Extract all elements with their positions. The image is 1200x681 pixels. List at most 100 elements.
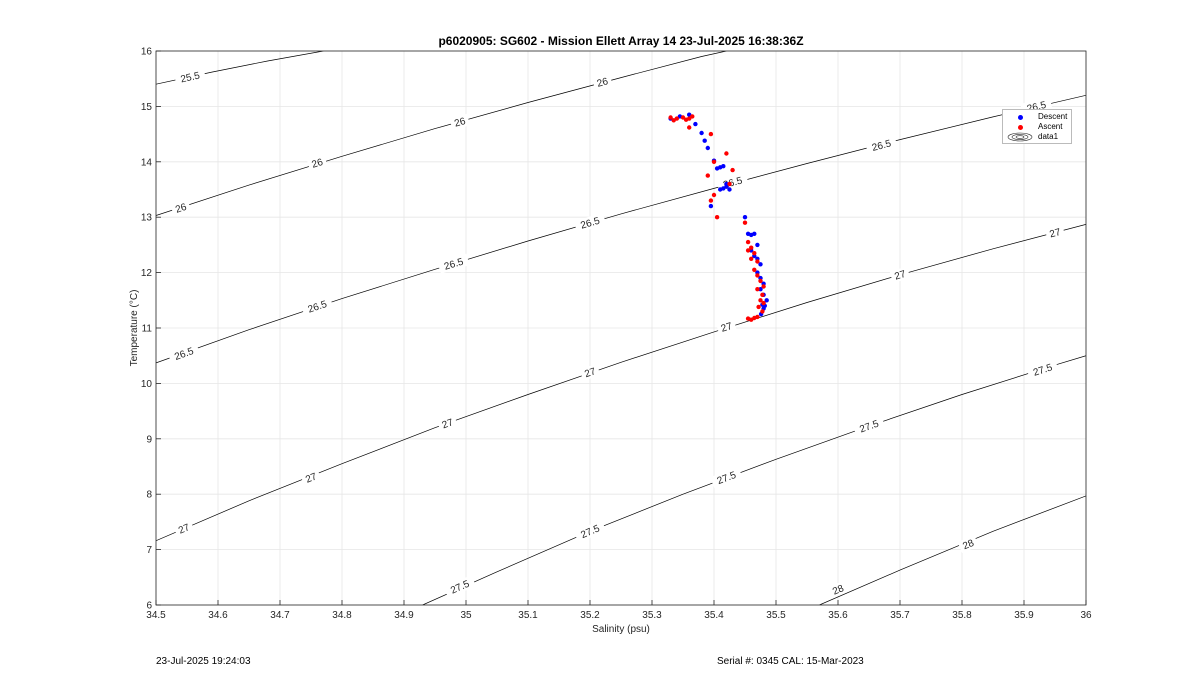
- x-tick-label: 34.7: [270, 610, 290, 621]
- x-tick-label: 35.4: [704, 610, 724, 621]
- ascent-point: [755, 273, 760, 278]
- ascent-point: [752, 267, 757, 272]
- contour-label-bg: [716, 318, 737, 336]
- descent-point: [705, 145, 710, 151]
- contour-label-bg: [889, 266, 911, 284]
- x-tick-label: 34.9: [394, 610, 414, 621]
- contour-label-group: 26: [449, 113, 471, 131]
- x-tick-label: 35.8: [952, 610, 972, 621]
- x-tick-label: 35.5: [766, 610, 786, 621]
- contour-line-26: [156, 51, 727, 216]
- descent-point: [758, 262, 763, 267]
- y-tick-label: 13: [141, 213, 153, 224]
- contour-label: 27: [304, 471, 319, 486]
- contour-label-bg: [573, 519, 607, 543]
- ascent-point: [760, 309, 765, 314]
- contour-label-group: 27: [436, 414, 458, 432]
- x-tick-label: 35.1: [518, 610, 538, 621]
- contour-label-group: 26: [306, 154, 328, 172]
- contour-line-27.5: [422, 355, 1086, 605]
- descent-point: [721, 164, 726, 169]
- y-axis-ticks: 6 7 8 9 10 11 12 13 14 15 16: [141, 47, 161, 612]
- legend-label-data1: data1: [1038, 132, 1059, 141]
- x-axis-label: Salinity (psu): [592, 624, 650, 635]
- contour-label-bg: [167, 342, 201, 365]
- contour-label-bg: [437, 253, 470, 274]
- x-tick-label: 35: [460, 610, 472, 621]
- contour-label: 26: [596, 76, 610, 90]
- contour-label-bg: [865, 135, 898, 155]
- data-points: [668, 112, 769, 322]
- contour-label-bg: [173, 519, 195, 538]
- contour-label-bg: [1026, 359, 1059, 380]
- contour-label: 26.5: [871, 138, 893, 154]
- legend-item-ascent: Ascent: [1003, 122, 1071, 132]
- contour-label: 28: [961, 538, 976, 553]
- x-tick-label: 35.2: [580, 610, 600, 621]
- contour-label: 27: [583, 366, 598, 380]
- contour-label-bg: [300, 468, 322, 487]
- contour-label-group: 27: [1044, 224, 1066, 241]
- contour-label: 27: [720, 321, 734, 335]
- y-tick-label: 9: [146, 434, 152, 445]
- contour-label-group: 27: [889, 266, 911, 284]
- ascent-point: [687, 116, 692, 121]
- descent-point: [708, 203, 714, 209]
- descent-point: [699, 130, 704, 136]
- y-tick-label: 16: [141, 47, 153, 58]
- contour-label-group: 27: [716, 318, 737, 336]
- descent-point: [758, 287, 763, 292]
- contour-label: 26: [311, 157, 325, 171]
- contour-label-group: 25.5: [174, 67, 207, 87]
- y-tick-label: 15: [141, 102, 153, 113]
- descent-point: [755, 242, 760, 248]
- ascent-point: [742, 220, 748, 225]
- contour-label-bg: [443, 575, 476, 599]
- ascent-point: [761, 300, 766, 306]
- contour-label-group: 27: [579, 363, 601, 381]
- ascent-point: [761, 284, 766, 289]
- y-tick-label: 14: [141, 157, 153, 168]
- contour-label: 27: [1048, 227, 1062, 241]
- ascent-marker-icon: [1018, 125, 1023, 130]
- legend-item-data1: data1: [1003, 132, 1071, 142]
- ascent-point: [674, 116, 679, 121]
- contour-label-group: 26: [170, 199, 192, 217]
- legend-label-descent: Descent: [1038, 112, 1068, 121]
- descent-point: [702, 138, 707, 143]
- legend-label-ascent: Ascent: [1038, 122, 1063, 131]
- contour-label-bg: [170, 199, 192, 217]
- chart-title: p6020905: SG602 - Mission Ellett Array 1…: [438, 34, 803, 48]
- descent-point: [742, 215, 748, 220]
- contour-label: 26.5: [579, 216, 601, 232]
- ascent-point: [755, 287, 760, 292]
- ascent-point: [680, 115, 686, 120]
- contour-label-bg: [1044, 224, 1066, 241]
- ascent-point: [687, 125, 692, 130]
- contour-label-bg: [573, 212, 607, 233]
- descent-point: [752, 231, 757, 236]
- ascent-point: [690, 114, 695, 119]
- ascent-point: [752, 251, 757, 256]
- contour-label: 28: [831, 583, 846, 598]
- legend-item-descent: Descent: [1003, 112, 1071, 122]
- contour-label-bg: [852, 415, 886, 437]
- ascent-point: [749, 256, 754, 261]
- contour-label: 27: [893, 269, 907, 283]
- descent-point: [764, 298, 769, 303]
- contour-label-group: 27: [173, 519, 195, 538]
- ascent-point: [760, 292, 765, 297]
- contour-label-group: 28: [827, 580, 849, 599]
- ascent-point: [705, 173, 710, 178]
- y-tick-label: 10: [141, 379, 153, 390]
- ascent-point: [745, 316, 751, 321]
- contour-label-bg: [710, 466, 743, 489]
- x-tick-label: 35.7: [890, 610, 910, 621]
- descent-point: [727, 187, 732, 192]
- x-tick-label: 35.3: [642, 610, 662, 621]
- ascent-point: [711, 192, 717, 198]
- y-axis-label: Temperature (°C): [129, 290, 140, 367]
- ascent-point: [668, 115, 673, 120]
- descent-marker-icon: [1018, 115, 1023, 120]
- contour-label: 26: [174, 202, 188, 216]
